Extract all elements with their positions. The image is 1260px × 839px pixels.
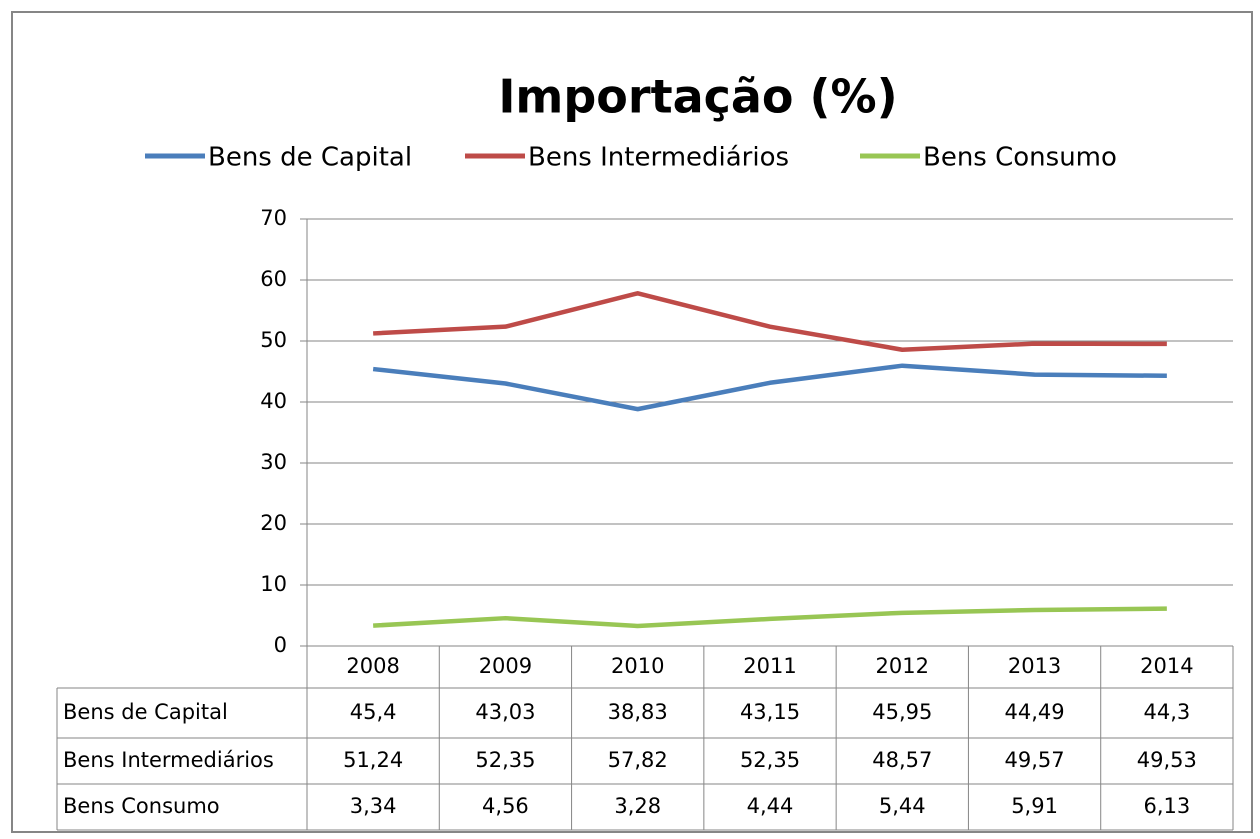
x-tick-label: 2013 <box>1008 654 1061 678</box>
table-value: 52,35 <box>740 748 800 772</box>
table-value: 5,91 <box>1011 794 1058 818</box>
table-value: 49,57 <box>1005 748 1065 772</box>
table-row-label: Bens de Capital <box>63 700 228 724</box>
x-tick-label: 2011 <box>743 654 796 678</box>
table-row-label: Bens Consumo <box>63 794 220 818</box>
table-value: 44,49 <box>1005 700 1065 724</box>
legend-label: Bens Intermediários <box>528 143 789 173</box>
x-tick-label: 2014 <box>1140 654 1193 678</box>
y-tick-label: 40 <box>260 389 287 413</box>
x-tick-label: 2008 <box>346 654 399 678</box>
table-value: 44,3 <box>1143 700 1190 724</box>
chart-frame <box>11 11 1253 833</box>
table-value: 4,56 <box>482 794 529 818</box>
table-value: 43,15 <box>740 700 800 724</box>
table-value: 45,95 <box>872 700 932 724</box>
table-value: 45,4 <box>350 700 397 724</box>
table-value: 49,53 <box>1137 748 1197 772</box>
table-value: 4,44 <box>747 794 794 818</box>
table-value: 6,13 <box>1143 794 1190 818</box>
y-tick-label: 60 <box>260 267 287 291</box>
y-tick-label: 70 <box>260 206 287 230</box>
x-tick-label: 2012 <box>876 654 929 678</box>
table-row-label: Bens Intermediários <box>63 748 274 772</box>
x-tick-label: 2009 <box>479 654 532 678</box>
y-tick-label: 30 <box>260 450 287 474</box>
y-tick-label: 50 <box>260 328 287 352</box>
legend-label: Bens de Capital <box>208 143 412 173</box>
table-value: 57,82 <box>608 748 668 772</box>
y-tick-label: 20 <box>260 511 287 535</box>
legend-label: Bens Consumo <box>923 143 1117 173</box>
series-line <box>373 606 1167 629</box>
table-value: 48,57 <box>872 748 932 772</box>
table-value: 51,24 <box>343 748 403 772</box>
table-value: 3,34 <box>350 794 397 818</box>
y-tick-label: 10 <box>260 572 287 596</box>
table-value: 3,28 <box>614 794 661 818</box>
table-value: 38,83 <box>608 700 668 724</box>
series-line <box>372 363 1167 412</box>
series-line <box>373 291 1167 352</box>
table-value: 43,03 <box>475 700 535 724</box>
table-value: 52,35 <box>475 748 535 772</box>
x-tick-label: 2010 <box>611 654 664 678</box>
chart-title: Importação (%) <box>498 70 897 124</box>
table-value: 5,44 <box>879 794 926 818</box>
y-tick-label: 0 <box>274 633 287 657</box>
